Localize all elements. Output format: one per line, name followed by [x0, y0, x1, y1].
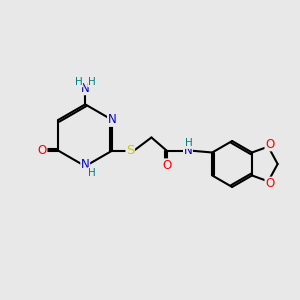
Text: S: S [126, 144, 134, 157]
Text: O: O [265, 138, 274, 151]
Text: O: O [38, 144, 47, 157]
Text: N: N [81, 158, 90, 171]
Text: N: N [81, 82, 90, 95]
Text: O: O [265, 177, 274, 190]
Text: O: O [162, 159, 171, 172]
Text: H: H [75, 77, 82, 87]
Text: H: H [88, 168, 96, 178]
Text: N: N [108, 113, 116, 126]
Text: H: H [88, 77, 96, 87]
Text: H: H [185, 138, 192, 148]
Text: N: N [184, 144, 192, 157]
